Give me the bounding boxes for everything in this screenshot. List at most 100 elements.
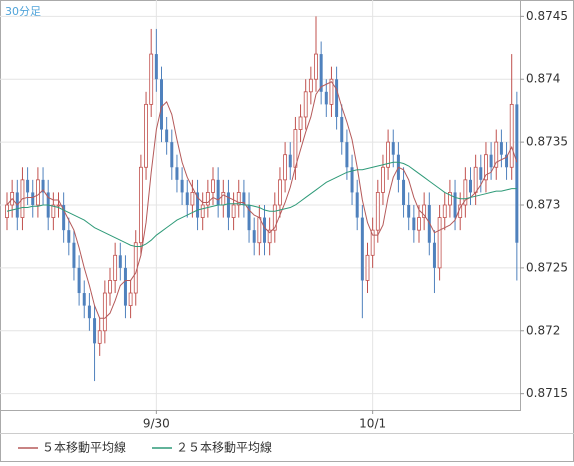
candle-body [308, 78, 313, 93]
legend-label: ２５本移動平均線 [176, 440, 272, 455]
candle-body [350, 167, 354, 193]
candle-body [386, 141, 391, 168]
candle-body [226, 192, 230, 218]
candle-body [165, 129, 169, 143]
candle-body [123, 267, 127, 306]
y-tick-label: 0.874 [526, 72, 560, 86]
candle-body [427, 205, 431, 243]
candle-body [231, 204, 236, 218]
candle-body [236, 192, 241, 206]
y-tick-label: 0.872 [526, 323, 560, 337]
candle-body [407, 205, 411, 218]
candle-body [252, 230, 256, 243]
candle-body [72, 242, 76, 268]
y-tick-label: 0.8725 [526, 260, 568, 274]
candle-body [278, 179, 282, 206]
candle-body [170, 142, 174, 168]
candle-body [375, 192, 380, 231]
candle-body [26, 179, 30, 193]
candle-body [77, 267, 81, 294]
y-tick-label: 0.8745 [526, 9, 568, 23]
candle-body [267, 229, 272, 244]
candle-body [412, 217, 416, 231]
candle-body [469, 179, 472, 193]
candle-body [319, 54, 323, 92]
candle-body [473, 166, 478, 193]
candle-body [41, 179, 45, 193]
candle-body [175, 167, 179, 180]
candle-body [138, 166, 143, 244]
candle-body [211, 179, 215, 193]
candle-body [87, 305, 91, 319]
candle-body [303, 91, 308, 118]
candle-body [329, 78, 334, 105]
candle-body [144, 103, 148, 168]
candle-body [216, 179, 220, 205]
candle-body [360, 217, 364, 281]
candle-body [180, 179, 184, 193]
candle-body [113, 254, 118, 281]
candle-body [185, 192, 189, 205]
candle-body [196, 192, 200, 218]
candle-body [489, 154, 493, 168]
candle-body [67, 230, 71, 243]
candle-body [102, 292, 107, 332]
moving-average-line [6, 161, 517, 247]
candle-body [298, 116, 303, 130]
candle-body [154, 54, 158, 80]
candle-body [108, 280, 112, 294]
candle-body [118, 255, 122, 268]
x-tick-label: 9/30 [143, 417, 170, 431]
candle-body [442, 204, 447, 218]
candle-body [484, 154, 488, 181]
candle-body [293, 129, 298, 168]
candle-body [82, 293, 86, 306]
candle-body [370, 229, 375, 256]
candle-body [340, 116, 344, 143]
candle-body [263, 217, 266, 243]
candle-body [257, 217, 262, 244]
candle-body [432, 242, 436, 268]
candle-body [97, 330, 102, 344]
candle-body [324, 91, 328, 105]
candle-body [31, 192, 35, 205]
candle-body [463, 179, 468, 206]
candle-body [479, 167, 483, 180]
chart-title: 30分足 [5, 5, 41, 18]
legend-label: ５本移動平均線 [42, 440, 126, 455]
candle-body [402, 179, 406, 205]
candle-body [391, 142, 395, 155]
candle-body [247, 205, 251, 231]
candle-body [283, 154, 288, 181]
y-tick-label: 0.8715 [526, 386, 568, 400]
candle-body [381, 166, 385, 193]
candle-body [365, 254, 370, 281]
candle-body [447, 192, 452, 206]
moving-average-line [6, 81, 518, 319]
y-tick-label: 0.873 [526, 198, 560, 212]
candle-body [200, 204, 205, 218]
candle-body [93, 318, 97, 344]
candle-body [494, 141, 499, 168]
candle-body [242, 192, 246, 205]
candle-body [288, 154, 292, 168]
candle-body [62, 205, 66, 231]
candle-body [515, 104, 519, 243]
candle-body [509, 103, 514, 168]
candle-body [36, 179, 40, 206]
candle-body [453, 192, 457, 218]
candle-body [355, 192, 359, 218]
candle-body [51, 204, 56, 218]
candle-body [128, 292, 133, 307]
candle-body [149, 53, 154, 105]
candle-body [190, 192, 195, 206]
candle-body [221, 192, 226, 206]
candle-body [160, 79, 163, 130]
candle-body [56, 204, 61, 207]
candle-body [345, 142, 349, 168]
candle-body [422, 204, 427, 218]
x-tick-label: 10/1 [359, 417, 386, 431]
candle-body [205, 192, 210, 206]
candle-body [505, 154, 509, 168]
